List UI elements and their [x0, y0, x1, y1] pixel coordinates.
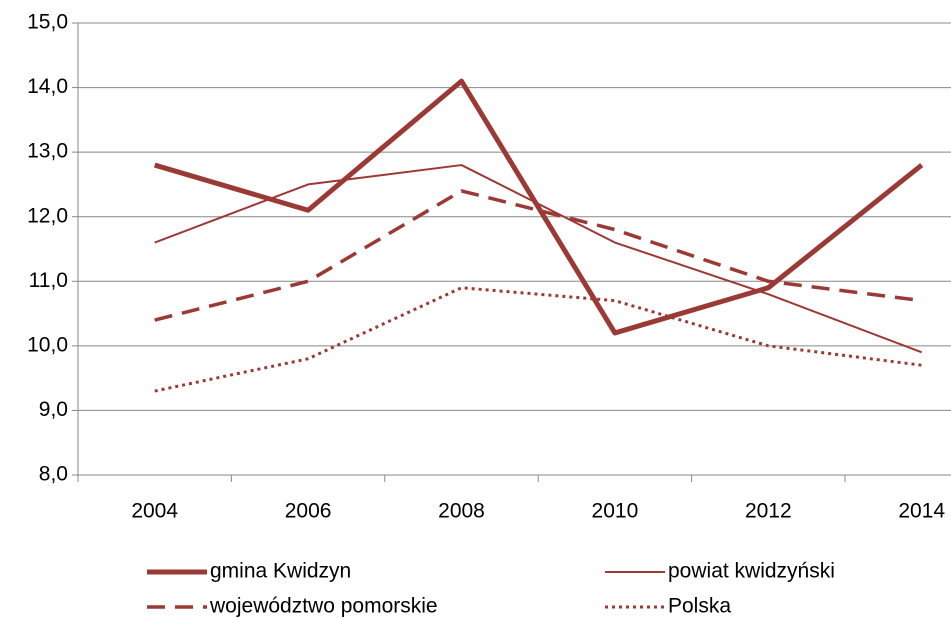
x-tick-label: 2014: [898, 500, 945, 523]
legend-label: województwo pomorskie: [209, 595, 438, 618]
series-line: [154, 164, 923, 354]
x-tick-label: 2006: [285, 500, 332, 523]
x-tick-label: 2004: [131, 500, 178, 523]
legend-label: gmina Kwidzyn: [210, 560, 351, 583]
legend-label: powiat kwidzyński: [668, 560, 835, 583]
legend-label: Polska: [668, 595, 731, 618]
y-tick-label: 8,0: [39, 463, 68, 486]
y-tick-label: 12,0: [27, 204, 68, 227]
x-tick-label: 2012: [745, 500, 792, 523]
y-tick-label: 11,0: [29, 269, 68, 292]
x-tick-label: 2008: [438, 500, 485, 523]
y-tick-label: 13,0: [27, 140, 68, 163]
x-tick-label: 2010: [592, 500, 639, 523]
series-line: [154, 286, 922, 393]
y-tick-label: 14,0: [27, 75, 68, 98]
y-tick-label: 9,0: [39, 398, 68, 421]
series-line: [154, 189, 922, 322]
y-tick-label: 15,0: [27, 11, 68, 34]
series-line: [153, 78, 924, 336]
y-tick-label: 10,0: [27, 333, 68, 356]
